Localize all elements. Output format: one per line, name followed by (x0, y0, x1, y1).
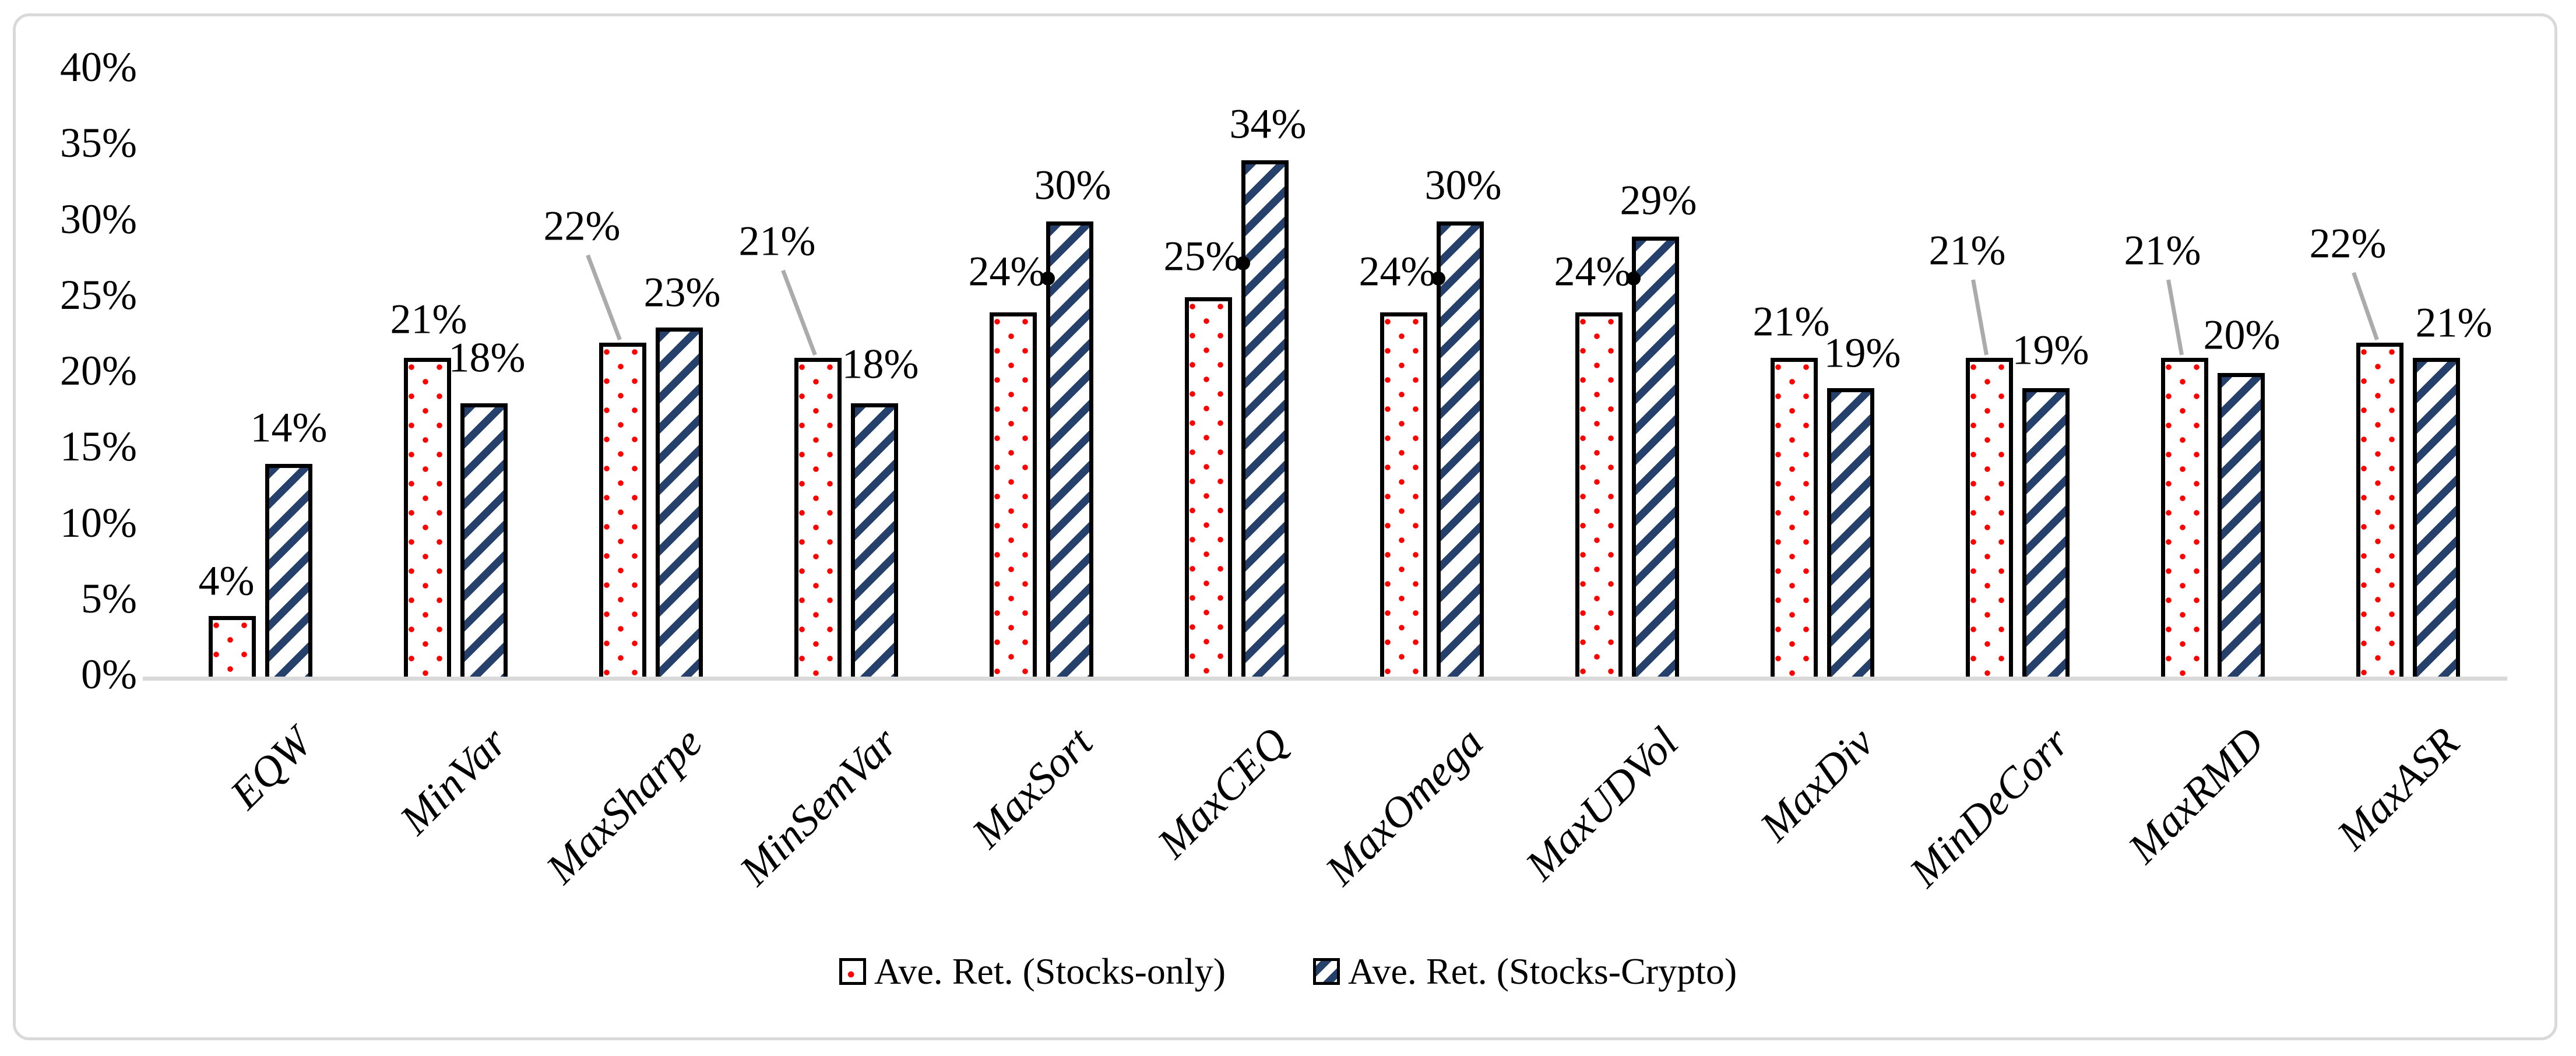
data-label-MaxASR-stocks-only: 22% (2309, 220, 2387, 267)
x-axis-line (143, 677, 2507, 681)
bar-MaxUDVol-stocks-crypto (1632, 236, 1679, 677)
bar-MinVar-stocks-crypto (460, 403, 508, 677)
data-label-MaxUDVol-stocks-only: 24% (1554, 248, 1631, 295)
bar-MaxSharpe-stocks-crypto (656, 327, 703, 677)
chart-outer-border (13, 13, 2557, 1040)
bar-EQW-stocks-only (209, 615, 256, 677)
data-label-MinDeCorr-stocks-crypto: 19% (2012, 326, 2089, 374)
y-tick-40%: 40% (60, 44, 137, 91)
bar-MaxASR-stocks-crypto (2413, 357, 2460, 677)
y-tick-25%: 25% (60, 271, 137, 318)
legend-label-stocks-crypto: Ave. Ret. (Stocks-Crypto) (1348, 951, 1737, 992)
bar-MaxRMD-stocks-only (2161, 357, 2208, 677)
data-label-MaxASR-stocks-crypto: 21% (2415, 299, 2493, 346)
bar-MinVar-stocks-only (404, 357, 451, 677)
bar-MaxUDVol-stocks-only (1575, 312, 1623, 677)
data-label-MaxCEQ-stocks-only: 25% (1163, 233, 1241, 280)
bar-MinSemVar-stocks-crypto (851, 403, 898, 677)
y-tick-30%: 30% (60, 195, 137, 242)
data-label-MinDeCorr-stocks-only: 21% (1929, 227, 2006, 274)
bar-MaxOmega-stocks-only (1380, 312, 1427, 677)
legend-swatch-red-dots-icon (839, 958, 866, 985)
y-tick-35%: 35% (60, 119, 137, 167)
bar-MaxOmega-stocks-crypto (1437, 221, 1484, 677)
legend-swatch-navy-stripes-icon (1313, 958, 1340, 985)
y-tick-10%: 10% (60, 499, 137, 546)
legend: Ave. Ret. (Stocks-only) Ave. Ret. (Stock… (0, 939, 2576, 1004)
data-label-MaxSharpe-stocks-crypto: 23% (643, 269, 721, 316)
data-label-MaxOmega-stocks-only: 24% (1359, 248, 1436, 295)
legend-label-stocks-only: Ave. Ret. (Stocks-only) (874, 951, 1226, 992)
bar-MaxDiv-stocks-crypto (1827, 388, 1874, 677)
y-tick-20%: 20% (60, 347, 137, 395)
bar-MaxSharpe-stocks-only (599, 342, 646, 677)
bar-MaxDiv-stocks-only (1771, 357, 1818, 677)
bar-EQW-stocks-crypto (265, 464, 312, 677)
data-label-MaxDiv-stocks-only: 21% (1752, 298, 1830, 345)
y-tick-0%: 0% (81, 651, 137, 698)
bar-MaxCEQ-stocks-only (1185, 297, 1232, 677)
bar-MinDeCorr-stocks-crypto (2022, 388, 2070, 677)
data-label-MinVar-stocks-only: 21% (390, 295, 467, 343)
data-label-MaxSort-stocks-crypto: 30% (1034, 161, 1111, 208)
bar-MaxSort-stocks-crypto (1046, 221, 1093, 677)
data-label-MinSemVar-stocks-crypto: 18% (842, 340, 919, 388)
y-tick-15%: 15% (60, 423, 137, 470)
bar-MinDeCorr-stocks-only (1966, 357, 2013, 677)
bar-MaxCEQ-stocks-crypto (1241, 160, 1289, 677)
data-label-EQW-stocks-only: 4% (198, 557, 255, 604)
bar-MaxASR-stocks-only (2356, 342, 2403, 677)
legend-item-stocks-only: Ave. Ret. (Stocks-only) (839, 950, 1226, 993)
data-label-MaxSort-stocks-only: 24% (968, 248, 1046, 295)
data-label-MaxRMD-stocks-only: 21% (2124, 227, 2201, 274)
data-label-MinSemVar-stocks-only: 21% (738, 217, 816, 265)
data-label-MaxDiv-stocks-crypto: 19% (1824, 329, 1901, 376)
data-label-MaxOmega-stocks-crypto: 30% (1424, 161, 1502, 208)
bar-MaxRMD-stocks-crypto (2218, 373, 2265, 677)
bar-MinSemVar-stocks-only (794, 357, 842, 677)
data-label-MaxRMD-stocks-crypto: 20% (2203, 311, 2281, 358)
data-label-MaxUDVol-stocks-crypto: 29% (1620, 177, 1697, 224)
data-label-MinVar-stocks-crypto: 18% (448, 334, 526, 381)
legend-item-stocks-crypto: Ave. Ret. (Stocks-Crypto) (1313, 950, 1737, 993)
data-label-MaxCEQ-stocks-crypto: 34% (1229, 100, 1307, 147)
y-tick-5%: 5% (81, 575, 137, 622)
data-label-MaxSharpe-stocks-only: 22% (543, 202, 621, 249)
data-label-EQW-stocks-crypto: 14% (250, 404, 328, 451)
bar-MaxSort-stocks-only (990, 312, 1037, 677)
